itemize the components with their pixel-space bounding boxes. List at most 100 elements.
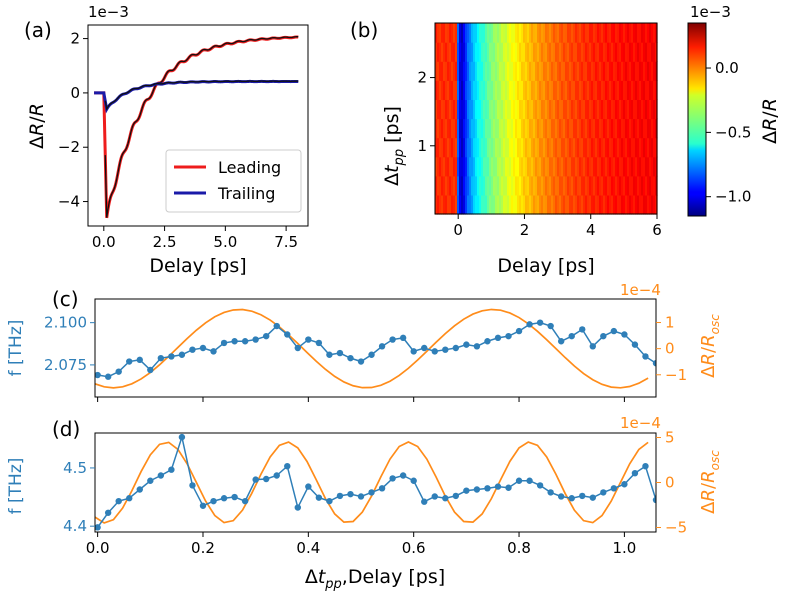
heatmap-cell xyxy=(475,137,478,158)
heatmap-cell xyxy=(495,137,498,158)
heatmap-cell xyxy=(461,61,464,81)
heatmap-cell xyxy=(471,118,474,139)
heatmap-cell xyxy=(611,80,614,100)
heatmap-cell xyxy=(537,61,540,81)
heatmap-cell xyxy=(567,137,570,158)
heatmap-cell xyxy=(453,175,456,196)
heatmap-cell xyxy=(547,42,550,62)
heatmap-cell xyxy=(519,137,522,158)
heatmap-cell xyxy=(643,194,646,215)
heatmap-cell xyxy=(485,80,488,100)
heatmap-cell xyxy=(609,42,612,62)
heatmap-cell xyxy=(519,175,522,196)
heatmap-cell xyxy=(525,80,528,100)
freq-point xyxy=(547,322,554,330)
heatmap-cell xyxy=(625,175,628,196)
heatmap-cell xyxy=(587,61,590,81)
heatmap-cell xyxy=(543,175,546,196)
heatmap-cell xyxy=(629,175,632,196)
heatmap-cell xyxy=(637,61,640,81)
heatmap-cell xyxy=(501,156,504,177)
heatmap-cell xyxy=(497,118,500,139)
heatmap-cell xyxy=(597,156,600,177)
heatmap-cell xyxy=(565,61,568,81)
heatmap-cell xyxy=(475,175,478,196)
heatmap-cell xyxy=(497,99,500,120)
heatmap-cell xyxy=(653,42,656,62)
heatmap-cell xyxy=(589,118,592,139)
heatmap-cell xyxy=(497,175,500,196)
freq-point xyxy=(168,353,175,360)
freq-point xyxy=(589,343,596,350)
heatmap-cell xyxy=(655,118,658,139)
heatmap-cell xyxy=(509,156,512,177)
heatmap-cell xyxy=(481,137,484,158)
heatmap-cell xyxy=(455,156,458,177)
heatmap-cell xyxy=(439,194,442,215)
heatmap-cell xyxy=(435,137,438,158)
heatmap-cell xyxy=(551,175,554,196)
panel-a-legend[interactable]: Leading Trailing xyxy=(165,149,302,213)
heatmap-cell xyxy=(465,137,468,158)
heatmap-cell xyxy=(483,80,486,100)
heatmap-cell xyxy=(481,61,484,81)
heatmap-cell xyxy=(573,61,576,81)
panel-c-label: (c) xyxy=(52,287,79,311)
heatmap-cell xyxy=(571,194,574,215)
freq-point xyxy=(579,492,586,500)
heatmap-cell xyxy=(653,137,656,158)
heatmap-cell xyxy=(647,61,650,81)
heatmap-cell xyxy=(533,194,536,215)
heatmap-cell xyxy=(551,156,554,177)
heatmap-cell xyxy=(519,156,522,177)
heatmap-cell xyxy=(639,175,642,196)
heatmap-cell xyxy=(575,23,578,43)
heatmap-cell xyxy=(473,118,476,139)
freq-point xyxy=(315,494,323,501)
heatmap-cell xyxy=(549,80,552,100)
freq-point xyxy=(547,489,554,496)
heatmap-cell xyxy=(639,137,642,158)
heatmap-cell xyxy=(595,118,598,139)
heatmap-cell xyxy=(463,194,466,215)
panel-b-label: (b) xyxy=(350,18,378,42)
heatmap-cell xyxy=(633,42,636,62)
heatmap-cell xyxy=(449,61,452,81)
heatmap-cell xyxy=(645,118,648,139)
x-tick-label: 0 xyxy=(453,221,463,239)
heatmap-cell xyxy=(623,99,626,120)
heatmap-cell xyxy=(479,175,482,196)
heatmap-cell xyxy=(589,137,592,158)
heatmap-cell xyxy=(591,99,594,120)
heatmap-cell xyxy=(463,42,466,62)
heatmap-cell xyxy=(465,156,468,177)
heatmap-cell xyxy=(467,156,470,177)
heatmap-cell xyxy=(607,118,610,139)
heatmap-cell xyxy=(557,137,560,158)
heatmap-cell xyxy=(477,137,480,158)
series-leading-fit xyxy=(104,36,299,218)
legend-leading-label: Leading xyxy=(218,158,281,177)
heatmap-cell xyxy=(553,137,556,158)
heatmap-cell xyxy=(585,23,588,43)
heatmap-cell xyxy=(559,137,562,158)
heatmap-cell xyxy=(623,61,626,81)
freq-point xyxy=(157,354,165,362)
heatmap-cell xyxy=(457,80,460,100)
heatmap-cell xyxy=(565,137,568,158)
heatmap-cell xyxy=(473,42,476,62)
heatmap-cell xyxy=(505,118,508,139)
heatmap-cell xyxy=(539,137,542,158)
heatmap-cell xyxy=(593,194,596,215)
heatmap-cell xyxy=(515,137,518,158)
freq-point xyxy=(505,484,512,491)
heatmap-cell xyxy=(639,194,642,215)
heatmap-cell xyxy=(543,194,546,215)
heatmap-cell xyxy=(619,137,622,158)
heatmap-cell xyxy=(465,42,468,62)
heatmap-cell xyxy=(591,175,594,196)
heatmap-cell xyxy=(553,194,556,215)
colorbar[interactable] xyxy=(687,22,707,217)
heatmap-cell xyxy=(515,61,518,81)
heatmap-cell xyxy=(541,23,544,43)
